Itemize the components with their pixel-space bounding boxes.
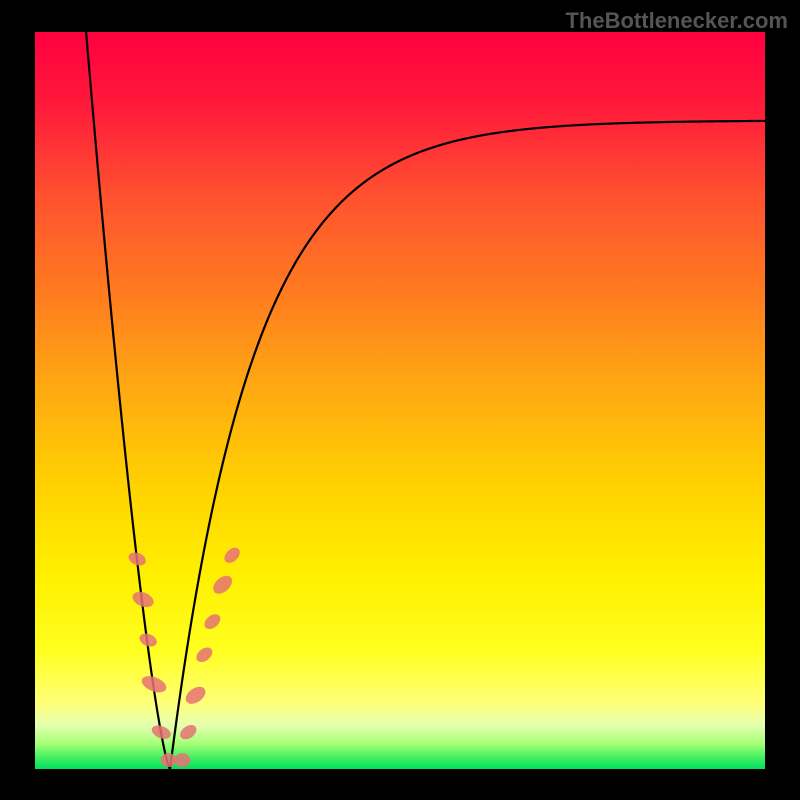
marker-point <box>174 753 190 767</box>
gradient-background <box>35 32 765 769</box>
chart-root: TheBottlenecker.com <box>0 0 800 800</box>
watermark-text: TheBottlenecker.com <box>565 8 788 34</box>
chart-canvas <box>0 0 800 800</box>
marker-point <box>161 753 177 767</box>
